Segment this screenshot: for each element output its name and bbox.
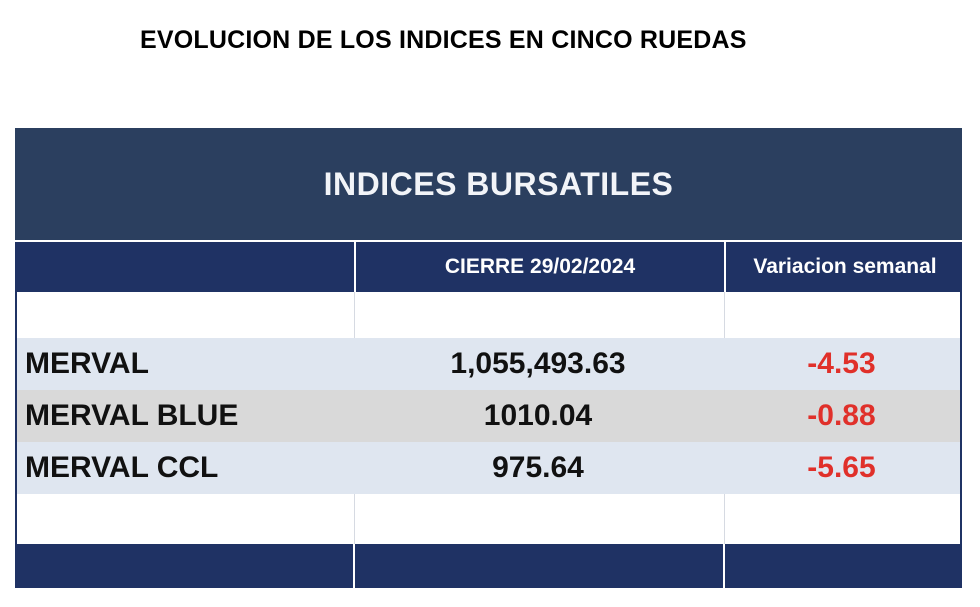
page-title: EVOLUCION DE LOS INDICES EN CINCO RUEDAS bbox=[140, 26, 747, 54]
table-row: MERVAL CCL 975.64 -5.65 bbox=[17, 442, 960, 494]
table-row: MERVAL BLUE 1010.04 -0.88 bbox=[17, 390, 960, 442]
footer-divider bbox=[723, 544, 725, 588]
footer-divider bbox=[353, 544, 355, 588]
table-row: MERVAL 1,055,493.63 -4.53 bbox=[17, 338, 960, 390]
index-variacion: -0.88 bbox=[807, 399, 876, 432]
index-name: MERVAL BLUE bbox=[25, 399, 239, 432]
index-variacion: -5.65 bbox=[807, 451, 876, 484]
index-name: MERVAL bbox=[25, 347, 149, 380]
index-name: MERVAL CCL bbox=[25, 451, 219, 484]
header-cierre-cell: CIERRE 29/02/2024 bbox=[354, 242, 724, 292]
indices-table: INDICES BURSATILES CIERRE 29/02/2024 Var… bbox=[15, 128, 962, 588]
index-cierre: 1,055,493.63 bbox=[450, 347, 626, 380]
header-variacion-cell: Variacion semanal bbox=[724, 242, 964, 292]
table-banner-label: INDICES BURSATILES bbox=[323, 165, 674, 202]
table-footer-row bbox=[15, 544, 962, 588]
table-banner: INDICES BURSATILES bbox=[15, 128, 962, 240]
table-header-row: CIERRE 29/02/2024 Variacion semanal bbox=[15, 240, 962, 292]
index-cierre: 1010.04 bbox=[483, 399, 593, 432]
header-name-cell bbox=[15, 242, 352, 292]
index-cierre: 975.64 bbox=[492, 451, 584, 484]
index-variacion: -4.53 bbox=[807, 347, 876, 380]
